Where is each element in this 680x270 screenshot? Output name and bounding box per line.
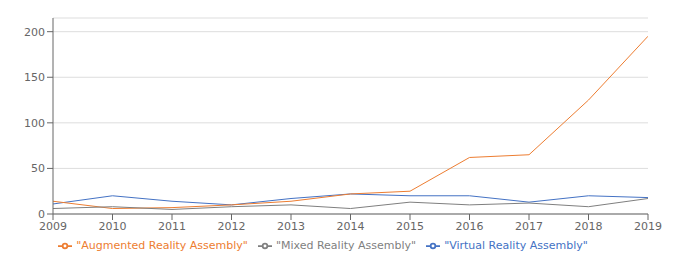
svg-text:2018: 2018 (575, 220, 603, 233)
svg-text:2017: 2017 (515, 220, 543, 233)
svg-text:2013: 2013 (277, 220, 305, 233)
svg-text:2016: 2016 (456, 220, 484, 233)
svg-text:2019: 2019 (634, 220, 662, 233)
svg-text:100: 100 (24, 117, 45, 130)
svg-text:2012: 2012 (218, 220, 246, 233)
html-text:"Mixed Reality Assembly": "Mixed Reality Assembly" (275, 239, 417, 252)
svg-text:50: 50 (31, 162, 45, 175)
svg-text:2010: 2010 (99, 220, 127, 233)
html-text:"Virtual Reality Assembly": "Virtual Reality Assembly" (444, 239, 588, 252)
svg-text:150: 150 (24, 71, 45, 84)
svg-text:2015: 2015 (396, 220, 424, 233)
svg-text:200: 200 (24, 26, 45, 39)
svg-text:2009: 2009 (39, 220, 67, 233)
svg-text:2014: 2014 (337, 220, 365, 233)
html-text:"Augmented Reality Assembly": "Augmented Reality Assembly" (76, 239, 248, 252)
svg-text:0: 0 (38, 208, 45, 221)
svg-text:2011: 2011 (158, 220, 186, 233)
